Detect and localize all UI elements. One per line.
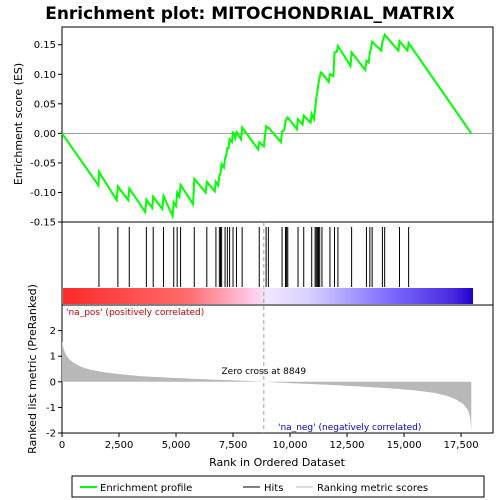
es-ytick-label: 0.10	[34, 70, 56, 81]
ranked-ytick-label: -1	[46, 403, 56, 414]
es-axis-title: Enrichment score (ES)	[12, 63, 25, 185]
ranked-panel-frame	[61, 304, 494, 434]
x-tick-label: 12,500	[330, 440, 365, 451]
x-tick-label: 0	[59, 440, 65, 451]
x-tick-label: 2,500	[105, 440, 134, 451]
legend-enrichment-label: Enrichment profile	[100, 483, 192, 494]
na-neg-label: 'na_neg' (negatively correlated)	[278, 423, 421, 433]
x-tick-label: 15,000	[387, 440, 422, 451]
ranked-axis-title: Ranked list metric (PreRanked)	[26, 284, 39, 454]
es-ytick-label: 0.05	[34, 99, 56, 110]
es-ytick-label: 0.15	[34, 40, 56, 51]
es-ytick-label: -0.10	[30, 188, 56, 199]
es-panel-frame	[61, 26, 494, 223]
es-ytick-label: -0.05	[30, 158, 56, 169]
ranked-ytick-label: -2	[46, 429, 56, 440]
es-ytick-label: -0.15	[30, 218, 56, 229]
x-tick-label: 17,500	[444, 440, 479, 451]
enrichment-profile-line	[61, 32, 473, 221]
chart-title: Enrichment plot: MITOCHONDRIAL_MATRIX	[45, 4, 455, 24]
x-tick-label: 10,000	[273, 440, 308, 451]
x-tick-label: 7,500	[219, 440, 248, 451]
legend-ranking-label: Ranking metric scores	[317, 483, 428, 494]
ranked-ytick-label: 0	[50, 377, 56, 388]
ranked-ytick-label: 1	[50, 352, 56, 363]
x-tick-label: 5,000	[162, 440, 191, 451]
legend-hits-label: Hits	[264, 483, 283, 494]
zero-cross-label: Zero cross at 8849	[222, 367, 307, 377]
rank-color-bar	[63, 288, 473, 304]
es-ytick-label: 0.00	[34, 129, 56, 140]
x-axis-title: Rank in Ordered Dataset	[209, 456, 346, 469]
ranking-metric-area	[62, 340, 472, 431]
legend-box	[71, 475, 485, 498]
na-pos-label: 'na_pos' (positively correlated)	[66, 308, 204, 318]
ranked-ytick-label: 2	[50, 326, 56, 337]
